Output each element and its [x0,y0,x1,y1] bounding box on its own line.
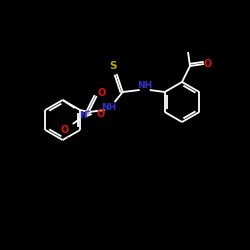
Text: -: - [66,134,69,142]
Text: N: N [79,112,86,120]
Text: S: S [109,61,116,71]
Text: NH: NH [101,104,116,112]
Text: +: + [85,109,90,115]
Text: O: O [98,88,106,98]
Text: O: O [96,109,105,119]
Text: O: O [60,125,69,135]
Text: O: O [204,59,212,69]
Text: NH: NH [137,82,152,90]
